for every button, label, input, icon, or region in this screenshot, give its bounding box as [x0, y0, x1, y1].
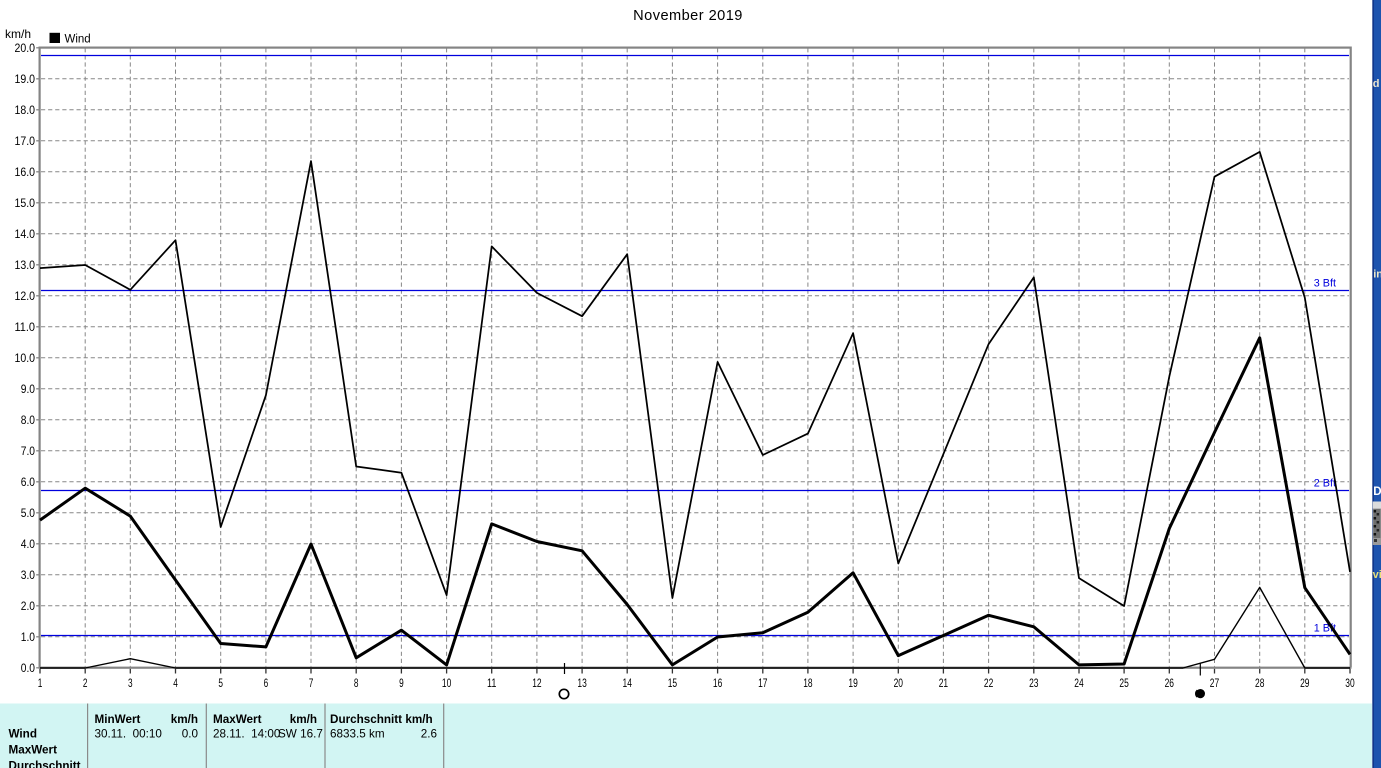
svg-text:15: 15	[668, 676, 677, 690]
svg-text:18: 18	[803, 676, 812, 690]
svg-text:vi: vi	[1373, 569, 1381, 581]
svg-text:4: 4	[173, 676, 178, 690]
svg-text:MaxWert: MaxWert	[213, 713, 262, 726]
svg-text:Durchschnitt: Durchschnitt	[9, 760, 81, 768]
svg-text:16: 16	[713, 676, 722, 690]
svg-text:2: 2	[83, 676, 88, 690]
svg-text:MaxWert: MaxWert	[9, 744, 58, 757]
svg-text:24: 24	[1074, 676, 1083, 690]
svg-text:28.11. 14:00: 28.11. 14:00	[213, 727, 281, 740]
svg-text:13.0: 13.0	[15, 258, 36, 272]
svg-text:km/h: km/h	[5, 27, 31, 41]
svg-text:28: 28	[1255, 676, 1264, 690]
svg-text:0.0: 0.0	[21, 661, 35, 675]
svg-text:26: 26	[1165, 676, 1174, 690]
svg-text:Wind: Wind	[9, 727, 37, 740]
svg-text:11: 11	[487, 676, 496, 690]
svg-text:15.0: 15.0	[15, 196, 36, 210]
svg-text:2.6: 2.6	[421, 727, 437, 740]
svg-text:18.0: 18.0	[15, 103, 36, 117]
svg-text:6.0: 6.0	[21, 475, 35, 489]
svg-text:3 Bft: 3 Bft	[1314, 278, 1336, 290]
svg-text:5.0: 5.0	[21, 506, 35, 520]
svg-text:10.0: 10.0	[15, 351, 36, 365]
svg-text:10: 10	[442, 676, 451, 690]
svg-text:19: 19	[848, 676, 857, 690]
svg-text:d: d	[1373, 78, 1380, 90]
svg-text:0.0: 0.0	[182, 727, 199, 740]
svg-text:km/h: km/h	[171, 713, 198, 726]
svg-text:9: 9	[399, 676, 404, 690]
svg-text:25: 25	[1119, 676, 1128, 690]
svg-text:Durchschnitt km/h: Durchschnitt km/h	[330, 713, 433, 726]
svg-text:21: 21	[939, 676, 948, 690]
svg-text:9.0: 9.0	[21, 382, 35, 396]
svg-text:2.0: 2.0	[21, 599, 35, 613]
svg-text:14.0: 14.0	[15, 227, 36, 241]
svg-text:30.11. 00:10: 30.11. 00:10	[95, 727, 163, 740]
svg-text:1.0: 1.0	[21, 630, 35, 644]
svg-text:17.0: 17.0	[15, 134, 36, 148]
svg-text:22: 22	[984, 676, 993, 690]
svg-text:Wind: Wind	[65, 33, 91, 45]
svg-text:7.0: 7.0	[21, 444, 35, 458]
svg-text:30: 30	[1345, 676, 1354, 690]
svg-text:11.0: 11.0	[15, 320, 36, 334]
svg-text:23: 23	[1029, 676, 1038, 690]
svg-text:8.0: 8.0	[21, 413, 35, 427]
svg-text:D: D	[1373, 486, 1381, 498]
svg-text:20.0: 20.0	[15, 41, 36, 55]
svg-text:19.0: 19.0	[15, 72, 36, 86]
svg-text:12.0: 12.0	[15, 289, 36, 303]
svg-text:12: 12	[532, 676, 541, 690]
svg-text:13: 13	[577, 676, 586, 690]
svg-text:November 2019: November 2019	[633, 8, 743, 24]
svg-text:17: 17	[758, 676, 767, 690]
svg-text:27: 27	[1210, 676, 1219, 690]
svg-text:29: 29	[1300, 676, 1309, 690]
svg-text:2 Bft: 2 Bft	[1314, 478, 1336, 490]
svg-text:8: 8	[354, 676, 359, 690]
svg-text:in: in	[1373, 269, 1381, 281]
svg-text:6833.5 km: 6833.5 km	[330, 727, 385, 740]
svg-text:6: 6	[264, 676, 269, 690]
svg-text:7: 7	[309, 676, 314, 690]
svg-text:3.0: 3.0	[21, 568, 35, 582]
svg-text:20: 20	[894, 676, 903, 690]
svg-text:SW 16.7: SW 16.7	[278, 727, 323, 740]
svg-text:1: 1	[38, 676, 43, 690]
svg-text:3: 3	[128, 676, 133, 690]
svg-text:16.0: 16.0	[15, 165, 36, 179]
svg-text:5: 5	[218, 676, 223, 690]
svg-text:km/h: km/h	[290, 713, 317, 726]
svg-text:14: 14	[623, 676, 632, 690]
svg-text:MinWert: MinWert	[95, 713, 141, 726]
svg-text:4.0: 4.0	[21, 537, 35, 551]
